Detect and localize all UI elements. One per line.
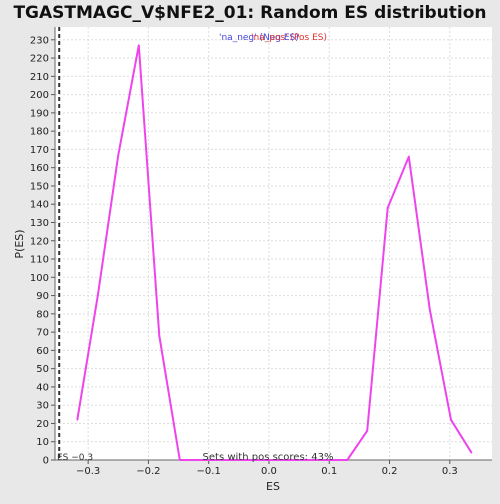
- y-tick-label: 110: [30, 255, 49, 266]
- data-point: [219, 459, 222, 461]
- y-tick-label: 200: [30, 90, 49, 101]
- data-point: [386, 207, 389, 209]
- data-point: [158, 334, 161, 337]
- y-tick-label: 10: [36, 437, 49, 448]
- series-line: [241, 155, 473, 461]
- data-point: [240, 459, 243, 461]
- y-tick-label: 40: [36, 382, 49, 393]
- y-axis: 0 10 20 30 40 50 60 70 80 90 100 110 120 130 140 150 160…: [30, 27, 56, 467]
- data-point: [117, 154, 120, 156]
- x-tick-label: 0.3: [442, 466, 458, 477]
- y-tick-label: 20: [36, 419, 49, 430]
- y-tick-label: 150: [30, 181, 49, 192]
- legend-entry: 'na_pos' (Pos ES): [251, 33, 327, 43]
- data-point: [137, 44, 140, 47]
- y-tick-label: 220: [30, 54, 49, 65]
- y-tick-label: 140: [30, 200, 49, 211]
- x-tick-label: −0.3: [76, 466, 100, 477]
- data-point: [366, 429, 369, 432]
- x-axis-label: ES: [266, 480, 280, 493]
- data-point: [346, 459, 349, 461]
- chart-title: TGASTMAGC_V$NFE2_01: Random ES distribut…: [13, 3, 486, 23]
- data-point: [199, 459, 202, 461]
- y-tick-label: 70: [36, 328, 49, 339]
- y-tick-label: 60: [36, 346, 49, 357]
- plot-area: [55, 27, 492, 460]
- y-tick-label: 0: [43, 456, 49, 467]
- pos-scores-annotation: Sets with pos scores: 43%: [203, 452, 334, 463]
- y-tick-label: 90: [36, 291, 49, 302]
- data-point: [408, 155, 410, 158]
- y-tick-label: 50: [36, 364, 49, 375]
- y-tick-label: 190: [30, 108, 49, 119]
- y-tick-label: 170: [30, 145, 49, 156]
- y-tick-label: 30: [36, 401, 49, 412]
- y-axis-label: P(ES): [13, 229, 26, 258]
- y-tick-label: 160: [30, 163, 49, 174]
- data-point: [429, 309, 431, 311]
- x-tick-label: −0.1: [197, 466, 221, 477]
- grid-lines: [55, 27, 492, 461]
- y-tick-label: 130: [30, 218, 49, 229]
- y-tick-label: 100: [30, 273, 49, 284]
- data-point: [178, 459, 181, 461]
- y-tick-label: 80: [36, 309, 49, 320]
- data-point: [450, 419, 452, 421]
- x-tick-label: 0.2: [382, 466, 398, 477]
- y-tick-label: 230: [30, 35, 49, 46]
- es-marker-label: ES −0.3: [57, 453, 93, 463]
- x-tick-label: 0.1: [321, 466, 337, 477]
- legend-entry: 'na_neg' (Neg ES): [219, 33, 299, 43]
- x-tick-label: 0.0: [261, 466, 277, 477]
- legend: 'na_neg' (Neg ES)'na_pos' (Pos ES): [219, 33, 327, 43]
- data-point: [96, 294, 99, 297]
- data-point: [76, 419, 79, 421]
- y-tick-label: 180: [30, 127, 49, 138]
- series-lines: [76, 44, 473, 461]
- y-tick-label: 210: [30, 72, 49, 83]
- x-tick-label: −0.2: [136, 466, 160, 477]
- data-point: [470, 451, 473, 454]
- y-tick-label: 120: [30, 236, 49, 247]
